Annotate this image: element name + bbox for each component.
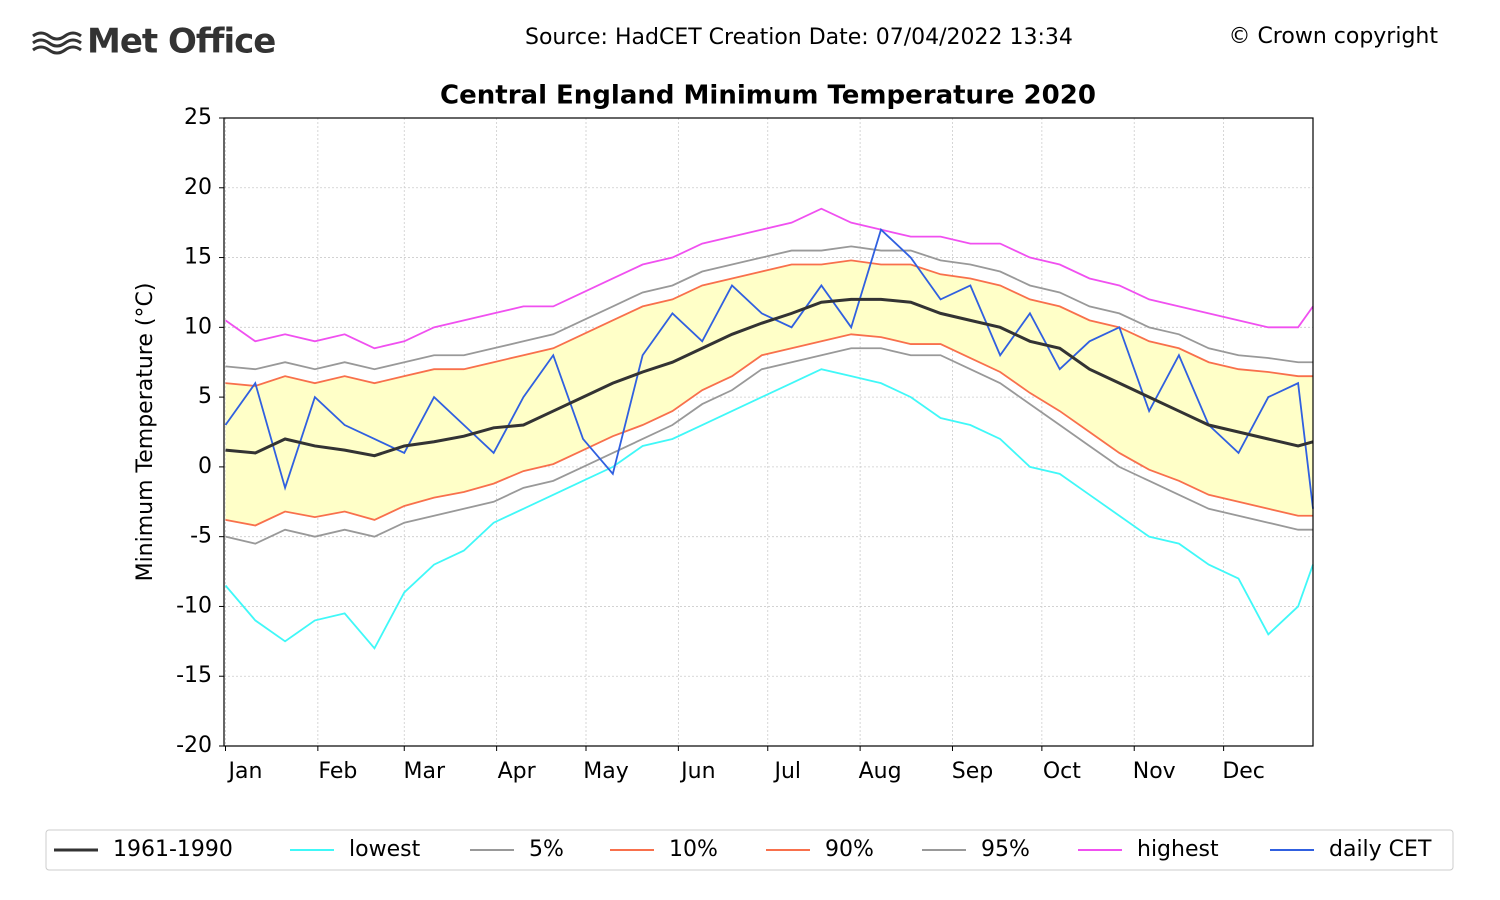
legend-label: daily CET [1329,837,1432,862]
x-tick-label: Nov [1133,759,1176,784]
legend-label: 1961-1990 [113,837,233,862]
legend-label: 90% [825,837,874,862]
legend-label: 95% [981,837,1030,862]
y-tick-label: -10 [176,593,212,618]
logo [32,31,82,55]
x-tick-label: Feb [318,759,357,784]
y-tick-label: -5 [190,524,212,549]
y-tick-label: 0 [198,454,212,479]
x-tick-label: Sep [952,759,993,784]
x-tick-label: Mar [404,759,446,784]
x-tick-label: May [583,759,628,784]
plot-frame [223,117,1314,747]
source: Source: HadCET Creation Date: 07/04/2022… [525,25,1073,50]
y-tick-label: 20 [184,175,212,200]
legend-box [45,829,1454,871]
series-line [224,207,1314,350]
logo-wave [32,45,82,55]
copyright: © Crown copyright [1228,24,1438,49]
logo-wave [32,31,82,41]
series-line [225,347,1313,545]
series-line [225,297,1314,458]
series-line [225,259,1313,387]
x-tick-label: Dec [1222,759,1265,784]
y-axis-label: Minimum Temperature (°C) [133,283,158,582]
y-tick-label: -20 [176,733,212,758]
y-tick-label: -15 [176,663,212,688]
x-tick-label: Oct [1043,759,1081,784]
legend-label: 5% [529,837,564,862]
y-tick-label: 5 [198,384,212,409]
x-tick-label: Jan [227,759,263,784]
legend-label: lowest [349,837,421,862]
x-tick-label: Jul [772,759,801,784]
x-tick-label: Jun [679,759,715,784]
logo-wave [32,38,82,48]
series-line [225,333,1313,527]
legend-label: highest [1137,837,1219,862]
series-line [225,245,1313,371]
y-tick-label: 25 [184,105,212,130]
legend-label: 10% [669,837,718,862]
logo-text: Met Office [87,22,275,62]
x-tick-label: Apr [498,759,537,784]
x-tick-label: Aug [859,759,902,784]
y-tick-label: 15 [184,245,212,270]
chart-title: Central England Minimum Temperature 2020 [440,81,1096,111]
series-line [224,368,1314,650]
percentile-band [225,260,1313,526]
series-line [224,227,1314,509]
y-tick-label: 10 [184,314,212,339]
